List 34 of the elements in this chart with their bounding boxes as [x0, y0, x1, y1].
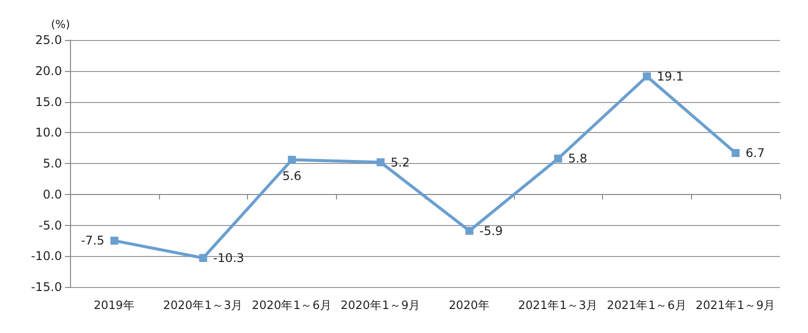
data-label: -7.5: [80, 234, 104, 248]
x-tick-label: 2020年1～6月: [252, 298, 332, 312]
data-label: 5.6: [282, 168, 302, 183]
x-tick-label: 2020年1～3月: [163, 298, 244, 312]
y-tick-label: -10.0: [30, 249, 62, 264]
x-tick-label: 2020年: [448, 298, 490, 312]
y-tick-label: -5.0: [38, 218, 62, 232]
x-tick-label: 2020年1～9月: [340, 298, 421, 312]
data-label: 6.7: [746, 146, 765, 160]
point: [199, 254, 208, 262]
y-tick-label: 20.0: [35, 64, 62, 78]
y-tick-label: 0.0: [42, 187, 62, 202]
y-axis-title: (%): [50, 18, 70, 31]
x-tick-label: 2021年1～9月: [696, 298, 776, 312]
y-tick-label: 10.0: [35, 126, 62, 140]
data-label: 19.1: [656, 69, 684, 84]
point: [110, 236, 118, 245]
point: [554, 154, 562, 163]
point: [376, 158, 385, 166]
y-tick-label: 5.0: [42, 156, 62, 170]
point: [288, 156, 296, 164]
x-tick-label: 2021年1～6月: [606, 298, 687, 312]
point: [465, 226, 474, 235]
data-label: -10.3: [213, 250, 244, 265]
data-label: 5.2: [390, 155, 410, 170]
y-tick-label: 25.0: [35, 33, 62, 47]
data-label: 5.8: [568, 152, 588, 166]
y-tick-label: -15.0: [30, 280, 62, 294]
point: [642, 72, 651, 80]
point: [732, 149, 740, 158]
y-tick-label: 15.0: [35, 94, 62, 109]
x-tick-label: 2021年1～3月: [518, 298, 598, 312]
x-tick-label: 2019年: [94, 298, 136, 312]
data-label: -5.9: [479, 224, 503, 238]
